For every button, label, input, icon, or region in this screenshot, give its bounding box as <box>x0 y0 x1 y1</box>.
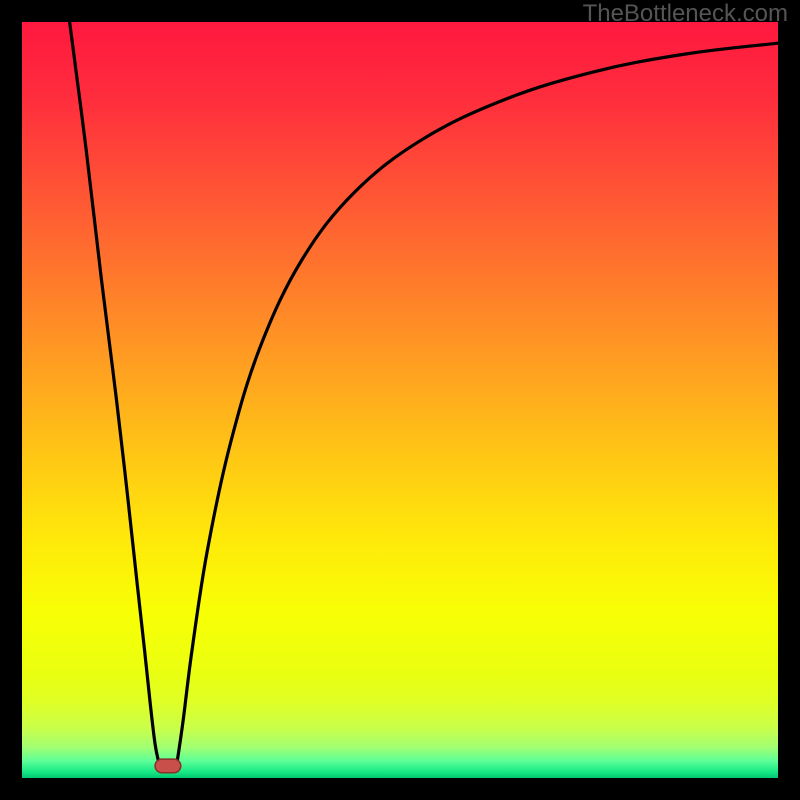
chart-canvas: TheBottleneck.com <box>0 0 800 800</box>
plot-area <box>22 22 778 778</box>
curve-right-branch <box>177 43 778 763</box>
curve-left-branch <box>70 22 159 763</box>
minimum-marker <box>155 759 181 773</box>
curve-layer <box>22 22 778 778</box>
